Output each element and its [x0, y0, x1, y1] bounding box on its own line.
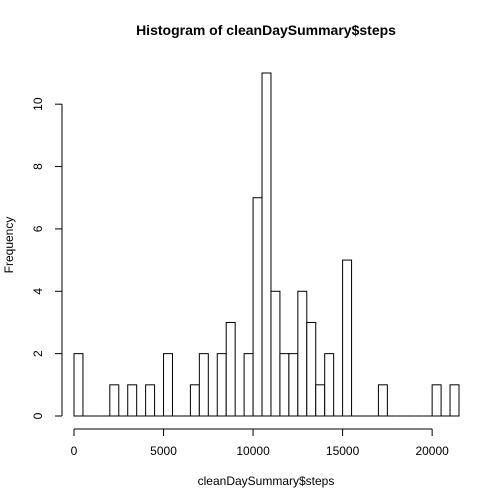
x-tick-label: 10000	[236, 444, 270, 458]
histogram-bar	[377, 384, 388, 417]
histogram-bar	[145, 384, 156, 417]
y-tick-label: 0	[31, 412, 45, 419]
histogram-bar	[73, 353, 84, 417]
histogram-bar	[225, 321, 236, 417]
histogram-bar	[189, 384, 200, 417]
y-tick-label: 8	[31, 163, 45, 170]
histogram-bar	[324, 353, 335, 417]
x-axis: 0 5000 10000 15000 20000	[71, 428, 449, 458]
x-axis-label: cleanDaySummary$steps	[198, 474, 335, 488]
x-tick-label: 5000	[150, 444, 177, 458]
x-tick-label: 0	[71, 444, 78, 458]
histogram-bar	[243, 353, 254, 417]
y-axis-label: Frequency	[2, 217, 16, 274]
y-tick-label: 2	[31, 350, 45, 357]
y-tick-label: 10	[31, 97, 45, 111]
chart-title: Histogram of cleanDaySummary$steps	[136, 22, 396, 38]
histogram-bar	[431, 384, 442, 417]
histogram-bar	[342, 259, 353, 417]
x-tick-label: 20000	[415, 444, 449, 458]
histogram-bar	[449, 384, 460, 417]
histogram-bar	[270, 290, 281, 417]
y-axis: 0 2 4 6 8 10	[31, 97, 63, 419]
y-tick-label: 6	[31, 225, 45, 232]
histogram-bar	[252, 197, 263, 417]
histogram-bar	[261, 72, 272, 417]
histogram-bar	[198, 353, 209, 417]
histogram-bar	[127, 384, 138, 417]
x-tick-label: 15000	[326, 444, 360, 458]
histogram-bar	[109, 384, 120, 417]
histogram-bar	[306, 321, 317, 417]
histogram-bar	[315, 384, 326, 417]
histogram-bar	[288, 353, 299, 417]
y-tick-label: 4	[31, 288, 45, 295]
histogram-bar	[216, 353, 227, 417]
histogram-bar	[163, 353, 173, 417]
bars-group	[73, 72, 460, 417]
histogram-bar	[279, 353, 290, 417]
histogram-bar	[297, 290, 308, 417]
